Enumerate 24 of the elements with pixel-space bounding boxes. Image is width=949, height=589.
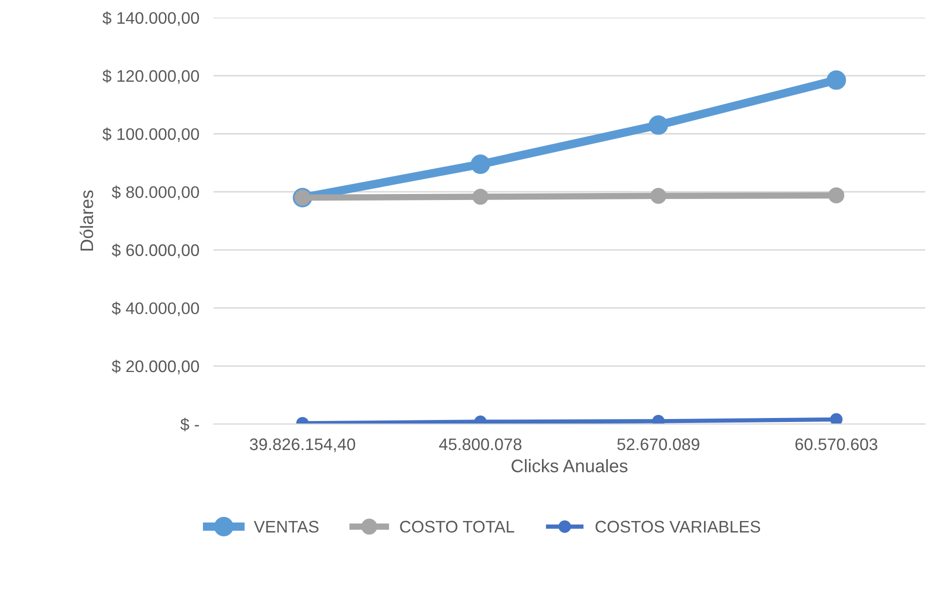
legend-label: VENTAS bbox=[254, 520, 318, 533]
y-tick-label: $ 40.000,00 bbox=[112, 302, 199, 316]
y-tick-label: $ 140.000,00 bbox=[102, 11, 199, 26]
x-axis-title: Clicks Anuales bbox=[512, 459, 628, 472]
point bbox=[470, 154, 490, 174]
x-tick-label: 45.800.078 bbox=[439, 438, 522, 450]
legend-label: COSTO TOTAL bbox=[400, 520, 514, 533]
x-tick-label: 52.670.089 bbox=[617, 438, 700, 450]
point bbox=[472, 188, 488, 205]
y-tick-label: $ 120.000,00 bbox=[102, 69, 199, 84]
y-tick-label: $ - bbox=[180, 418, 199, 432]
legend-label: COSTOS VARIABLES bbox=[596, 520, 760, 533]
x-tick-label: 39.826.154,40 bbox=[250, 438, 356, 452]
y-tick-label: $ 60.000,00 bbox=[112, 244, 199, 258]
y-axis-title: Dólares bbox=[80, 190, 94, 250]
point bbox=[826, 70, 846, 90]
y-tick-label: $ 80.000,00 bbox=[112, 186, 199, 200]
point bbox=[648, 115, 668, 135]
point bbox=[650, 188, 666, 204]
point bbox=[828, 187, 844, 204]
x-tick-label: 60.570.603 bbox=[795, 438, 878, 450]
point bbox=[830, 413, 843, 424]
y-tick-label: $ 100.000,00 bbox=[102, 127, 199, 142]
y-tick-label: $ 20.000,00 bbox=[112, 360, 199, 374]
